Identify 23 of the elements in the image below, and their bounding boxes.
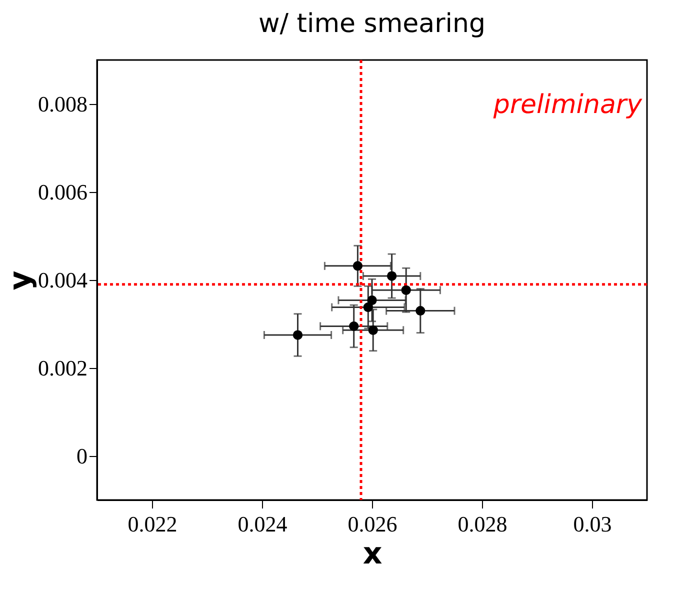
annotation: preliminary (492, 90, 643, 120)
point (293, 330, 302, 340)
y-tick-label: 0.002 (38, 356, 88, 380)
point (349, 321, 359, 331)
point (416, 306, 426, 316)
x-axis-title: x (362, 536, 382, 572)
point (368, 325, 378, 335)
y-axis-title: y (3, 270, 38, 290)
chart-title: w/ time smearing (258, 8, 486, 39)
point (363, 302, 373, 312)
y-tick-label: 0 (76, 444, 88, 468)
x-tick-label: 0.024 (238, 512, 288, 536)
y-tick-label: 0.006 (38, 180, 88, 204)
x-tick-label: 0.022 (128, 512, 178, 536)
point (401, 285, 411, 295)
point (387, 271, 397, 281)
y-tick-label: 0.008 (38, 92, 88, 116)
x-tick-label: 0.028 (458, 512, 508, 536)
point (367, 296, 377, 305)
x-tick-label: 0.03 (573, 512, 612, 536)
y-tick-label: 0.004 (38, 268, 88, 292)
point (352, 261, 362, 271)
x-tick-label: 0.026 (348, 512, 398, 536)
